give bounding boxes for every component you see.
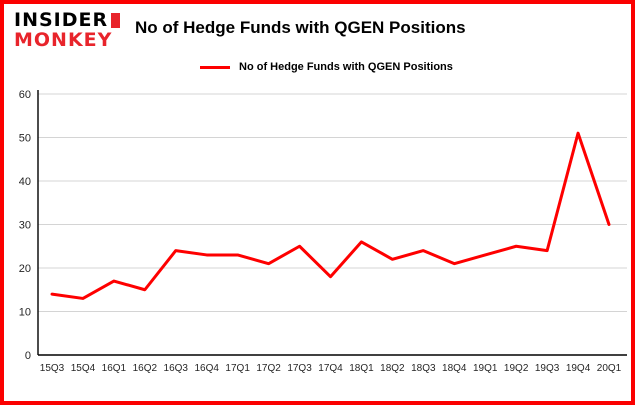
x-tick-label: 17Q2	[256, 363, 281, 374]
y-tick-label: 40	[19, 176, 31, 188]
data-line	[50, 131, 611, 300]
legend-line-swatch	[200, 65, 230, 69]
logo-line-insider: INSIDER	[14, 9, 121, 31]
x-tick-label: 18Q4	[442, 363, 467, 374]
y-tick-label: 10	[19, 307, 31, 319]
y-tick-label: 50	[19, 133, 31, 145]
x-tick-label: 19Q2	[504, 363, 529, 374]
insider-monkey-logo: INSIDER MONKEY	[14, 9, 121, 51]
x-tick-label: 20Q1	[597, 363, 622, 374]
x-tick-label: 18Q2	[380, 363, 405, 374]
x-tick-label: 17Q4	[318, 363, 343, 374]
x-tick-label: 18Q3	[411, 363, 436, 374]
chart-svg: 0 10 20 30 40 50 60 15Q3 15Q4 16Q1 16Q2 16Q3 16Q4 17Q…	[19, 89, 627, 374]
y-tick-label: 0	[25, 350, 31, 362]
y-tick-label: 20	[19, 263, 31, 275]
logo-text-monkey: MONKEY	[14, 28, 113, 51]
logo-text-insider: INSIDER	[14, 9, 109, 31]
logo-line-monkey: MONKEY	[14, 28, 120, 51]
x-tick-label: 16Q4	[194, 363, 219, 374]
x-tick-label: 16Q3	[164, 363, 189, 374]
x-tick-label: 19Q1	[473, 363, 498, 374]
logo-red-block-icon	[111, 13, 121, 29]
x-tick-label: 15Q4	[71, 363, 96, 374]
x-tick-label: 18Q1	[349, 363, 374, 374]
x-tick-label: 16Q1	[102, 363, 127, 374]
x-tick-label: 17Q1	[225, 363, 250, 374]
x-tick-label: 17Q3	[287, 363, 312, 374]
y-tick-label: 60	[19, 89, 31, 101]
x-tick-label: 15Q3	[40, 363, 65, 374]
chart-area: 0 10 20 30 40 50 60 15Q3 15Q4 16Q1 16Q2 16Q3 16Q4 17Q…	[4, 82, 631, 399]
legend-label: No of Hedge Funds with QGEN Positions	[239, 61, 453, 73]
y-tick-label: 30	[19, 220, 31, 232]
x-tick-label: 19Q3	[535, 363, 560, 374]
x-tick-label: 16Q2	[133, 363, 158, 374]
x-tick-label: 19Q4	[566, 363, 591, 374]
chart-legend: No of Hedge Funds with QGEN Positions	[200, 61, 453, 73]
page-title: No of Hedge Funds with QGEN Positions	[135, 18, 466, 37]
